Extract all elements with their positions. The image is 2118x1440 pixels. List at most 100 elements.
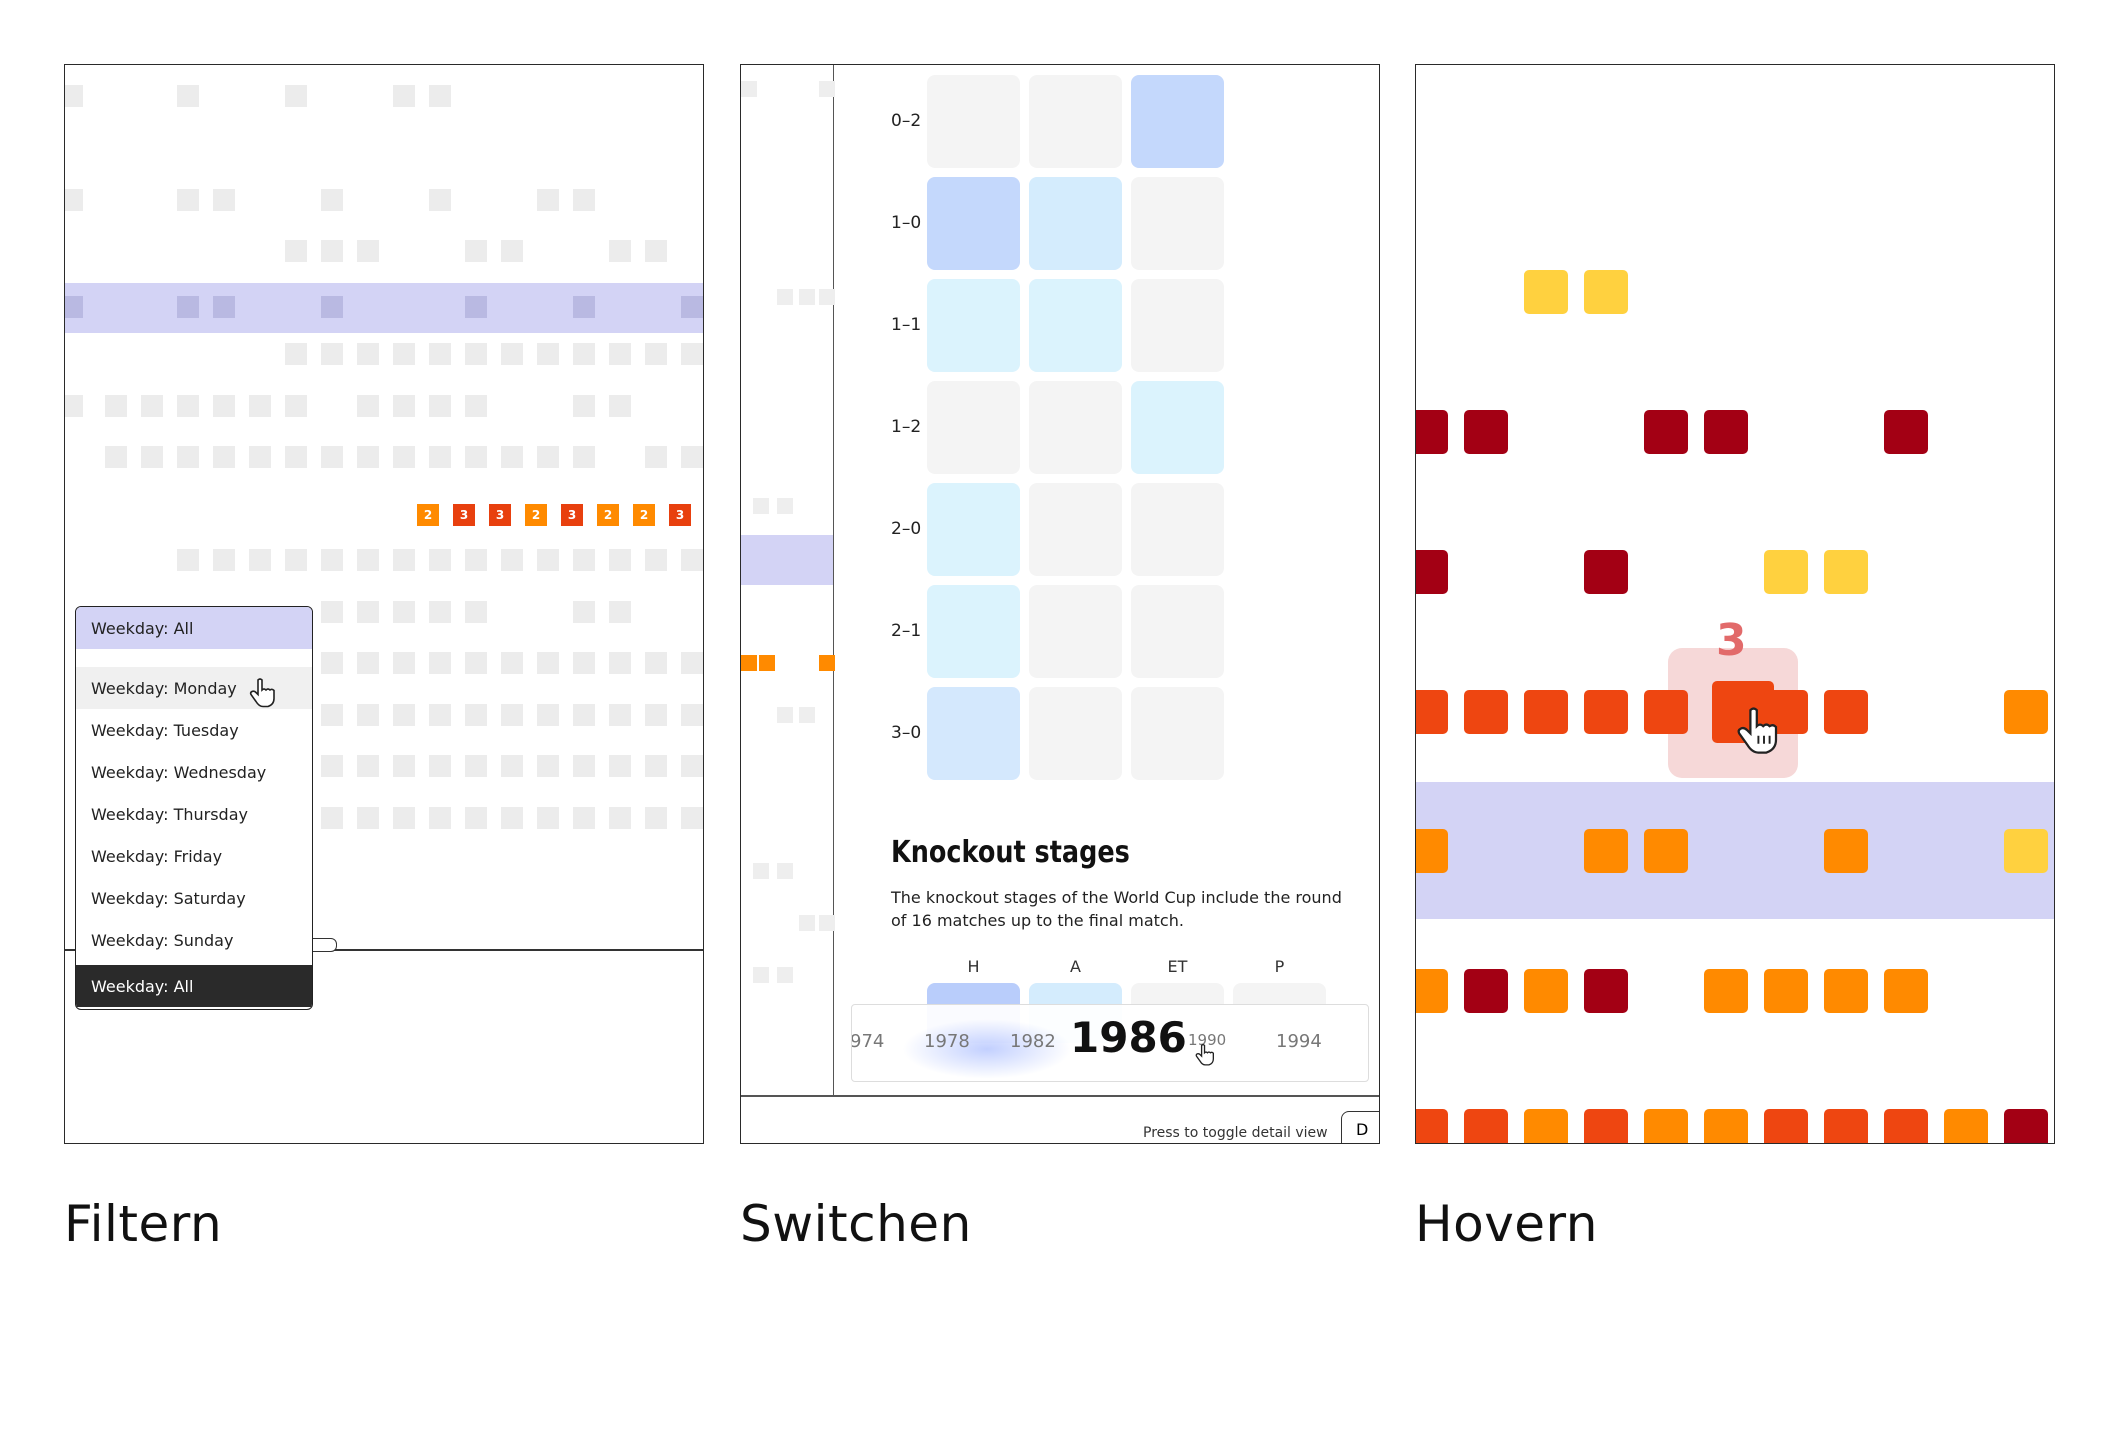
match-square[interactable] [1524,270,1568,314]
dropdown-selected-value[interactable]: Weekday: All [76,607,312,649]
match-square[interactable] [1464,1109,1508,1143]
grid-cell [321,240,343,262]
dropdown-option-wednesday[interactable]: Weekday: Wednesday [91,762,267,782]
timeline-slider-track[interactable] [65,949,703,951]
highlighted-cell[interactable]: 2 [633,504,655,526]
match-square[interactable] [1884,969,1928,1013]
year-option-1990[interactable]: 1990 [1188,1031,1227,1049]
match-square[interactable] [1584,829,1628,873]
highlighted-cell[interactable]: 3 [669,504,691,526]
dropdown-option-thursday[interactable]: Weekday: Thursday [91,804,248,824]
match-square[interactable] [1704,410,1748,454]
matrix-cell[interactable] [1029,177,1122,270]
dropdown-option-saturday[interactable]: Weekday: Saturday [91,888,246,908]
highlighted-cell[interactable]: 2 [597,504,619,526]
dropdown-footer-all[interactable]: Weekday: All [76,965,312,1007]
match-square[interactable] [1824,969,1868,1013]
match-square[interactable] [1764,969,1808,1013]
year-option[interactable]: 974 [851,1031,885,1052]
match-square[interactable] [1584,969,1628,1013]
grid-cell [537,807,559,829]
match-square[interactable] [2004,1109,2048,1143]
year-option-1978[interactable]: 1978 [924,1031,970,1052]
matrix-cell[interactable] [1131,381,1224,474]
matrix-cell[interactable] [927,381,1020,474]
match-square[interactable] [1824,829,1868,873]
match-square[interactable] [2004,829,2048,873]
matrix-cell[interactable] [1131,585,1224,678]
dropdown-option-friday[interactable]: Weekday: Friday [91,846,223,866]
match-square[interactable] [1824,690,1868,734]
match-square[interactable] [1884,410,1928,454]
matrix-cell[interactable] [927,483,1020,576]
highlighted-cell[interactable]: 2 [417,504,439,526]
highlighted-cell[interactable]: 2 [525,504,547,526]
matrix-cell[interactable] [1029,75,1122,168]
match-square[interactable] [1524,690,1568,734]
dropdown-option-sunday[interactable]: Weekday: Sunday [91,930,234,950]
match-square[interactable] [1524,969,1568,1013]
matrix-cell[interactable] [1029,687,1122,780]
match-square[interactable] [1524,1109,1568,1143]
grid-cell [609,240,631,262]
match-square[interactable] [1416,690,1448,734]
match-square[interactable] [1416,969,1448,1013]
match-square[interactable] [1704,969,1748,1013]
match-square[interactable] [1584,550,1628,594]
matrix-cell[interactable] [1131,75,1224,168]
year-switcher[interactable]: 974 1978 1982 1986 1990 1994 [851,1004,1369,1082]
match-square[interactable] [1944,1109,1988,1143]
weekday-dropdown[interactable]: Weekday: All Weekday: Monday Weekday: Tu… [75,606,313,1010]
matrix-cell[interactable] [1029,279,1122,372]
year-option-1982[interactable]: 1982 [1010,1031,1056,1052]
match-square[interactable] [1464,690,1508,734]
highlighted-cell[interactable]: 3 [561,504,583,526]
toggle-key-button[interactable]: D [1341,1111,1379,1143]
grid-cell [321,549,343,571]
match-square[interactable] [1764,550,1808,594]
match-square[interactable] [1704,1109,1748,1143]
match-square[interactable] [2004,690,2048,734]
matrix-cell[interactable] [927,279,1020,372]
matrix-cell[interactable] [1131,279,1224,372]
sidebar-cell [777,863,793,879]
matrix-cell[interactable] [1029,585,1122,678]
grid-cell [465,549,487,571]
highlighted-cell[interactable]: 3 [489,504,511,526]
grid-cell [393,807,415,829]
match-square[interactable] [1464,410,1508,454]
matrix-cell[interactable] [927,75,1020,168]
match-square[interactable] [1416,550,1448,594]
match-square[interactable] [1644,690,1688,734]
match-square[interactable] [1464,969,1508,1013]
match-square[interactable] [1824,550,1868,594]
matrix-cell[interactable] [1131,177,1224,270]
matrix-cell[interactable] [1029,483,1122,576]
match-square[interactable] [1584,1109,1628,1143]
match-square[interactable] [1416,829,1448,873]
match-square[interactable] [1584,270,1628,314]
match-square[interactable] [1416,1109,1448,1143]
matrix-cell[interactable] [1029,381,1122,474]
dropdown-option-monday[interactable]: Weekday: Monday [76,667,312,709]
match-square[interactable] [1644,410,1688,454]
match-square[interactable] [1644,1109,1688,1143]
grid-cell [321,446,343,468]
matrix-cell[interactable] [927,687,1020,780]
highlighted-cell[interactable]: 3 [453,504,475,526]
grid-cell [681,652,703,674]
matrix-cell[interactable] [1131,687,1224,780]
dropdown-option-tuesday[interactable]: Weekday: Tuesday [91,720,239,740]
current-year[interactable]: 1986 [1070,1013,1187,1062]
match-square[interactable] [1644,829,1688,873]
year-option-1994[interactable]: 1994 [1276,1031,1322,1052]
matrix-cell[interactable] [1131,483,1224,576]
grid-cell [501,549,523,571]
match-square[interactable] [1416,410,1448,454]
match-square[interactable] [1824,1109,1868,1143]
match-square[interactable] [1584,690,1628,734]
match-square[interactable] [1764,1109,1808,1143]
match-square[interactable] [1884,1109,1928,1143]
matrix-cell[interactable] [927,585,1020,678]
matrix-cell[interactable] [927,177,1020,270]
